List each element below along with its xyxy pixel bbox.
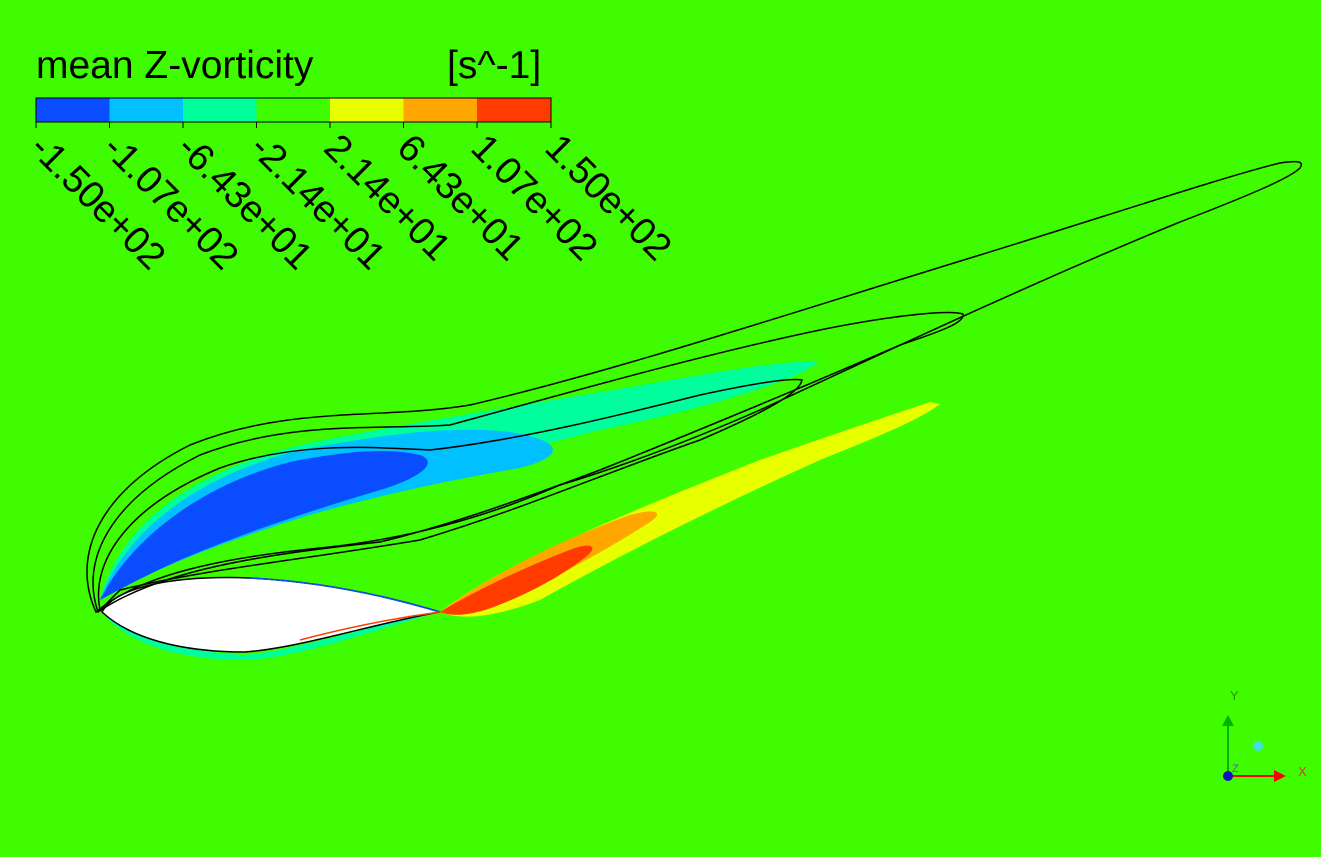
y-axis-label: Y bbox=[1230, 688, 1239, 703]
legend-title: mean Z-vorticity bbox=[36, 44, 314, 87]
view-indicator-sphere bbox=[1253, 741, 1263, 751]
legend-band-6 bbox=[403, 98, 477, 122]
iso-contour-lines bbox=[86, 160, 1303, 614]
contour-band-neg-medium bbox=[100, 429, 553, 600]
legend-band-3 bbox=[183, 98, 257, 122]
contour-band-pos-strong bbox=[440, 545, 593, 615]
legend-bar-outline bbox=[35, 97, 552, 123]
airfoil-lower-edge bbox=[299, 611, 441, 641]
negative-vorticity-region bbox=[100, 361, 818, 600]
x-axis-arrowhead bbox=[1274, 770, 1286, 782]
legend-tick-marks bbox=[35, 122, 552, 128]
legend-band-2 bbox=[109, 98, 183, 122]
z-axis-dot bbox=[1223, 771, 1233, 781]
contour-line-inner bbox=[97, 378, 803, 612]
axes-triad: Y X Z bbox=[1222, 688, 1307, 782]
contour-band-neg-weak bbox=[100, 361, 818, 600]
airfoil-upper-edge bbox=[249, 577, 441, 613]
y-axis-arrowhead bbox=[1222, 715, 1234, 726]
legend-unit: [s^-1] bbox=[447, 44, 542, 87]
positive-vorticity-region bbox=[440, 402, 940, 617]
contour-band-neg-strong bbox=[100, 450, 428, 600]
contour-line-outer bbox=[86, 160, 1303, 614]
legend-band-4 bbox=[256, 98, 330, 122]
color-legend-bar bbox=[35, 97, 552, 128]
legend-band-5 bbox=[330, 98, 404, 122]
z-axis-label: Z bbox=[1232, 763, 1239, 775]
legend-band-1 bbox=[36, 98, 110, 122]
x-axis-label: X bbox=[1298, 764, 1307, 779]
legend-band-7 bbox=[477, 98, 551, 122]
